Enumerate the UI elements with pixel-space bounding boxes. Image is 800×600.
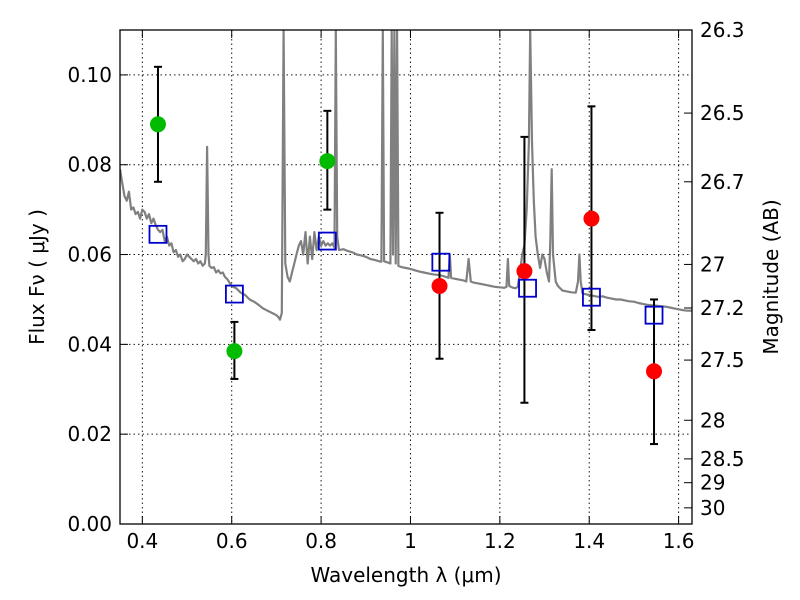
- right-tick-label: 27.5: [700, 348, 745, 372]
- data-point: [226, 343, 243, 360]
- right-tick-label: 28.5: [700, 447, 745, 471]
- y-tick-label: 0.08: [67, 153, 112, 177]
- model-point: [224, 284, 244, 304]
- spectrum-layer: [120, 30, 692, 321]
- plot-frame: [119, 29, 693, 525]
- right-tick-label: 26.5: [700, 101, 745, 125]
- model-point: [518, 278, 537, 298]
- axis-ticks: 0.4 0.6 0.8 1 1.2 1.4 1.6 0.00 0.02 0.04 0.06 0.08 0…: [67, 18, 744, 553]
- model-point: [148, 224, 168, 244]
- data-point: [149, 116, 166, 133]
- x-tick-label: 0.8: [305, 529, 337, 553]
- right-tick-label: 27.2: [700, 296, 745, 320]
- data-point: [431, 277, 448, 294]
- y-tick-label: 0.06: [67, 243, 112, 267]
- y-tick-label: 0.02: [67, 422, 112, 446]
- right-tick-label: 28: [700, 408, 725, 432]
- y-tick-label: 0.10: [67, 63, 112, 87]
- model-point: [644, 305, 664, 325]
- right-tick-label: 30: [700, 496, 725, 520]
- model-point: [582, 287, 601, 307]
- x-tick-label: 1.4: [573, 529, 605, 553]
- right-tick-label: 26.3: [700, 18, 745, 42]
- model-point: [431, 252, 451, 272]
- x-tick-label: 1.6: [663, 529, 695, 553]
- x-tick-label: 0.4: [126, 529, 158, 553]
- data-point: [583, 210, 600, 227]
- data-markers: [148, 116, 664, 380]
- y-tick-label: 0.04: [67, 332, 112, 356]
- data-point: [646, 363, 663, 380]
- plot-area-background: [120, 30, 692, 524]
- right-tick-label: 26.7: [700, 170, 745, 194]
- x-tick-label: 0.6: [216, 529, 248, 553]
- x-tick-label: 1.2: [484, 529, 516, 553]
- model-spectrum-line: [120, 30, 692, 321]
- y-tick-label: 0.00: [67, 512, 112, 536]
- x-axis-title: Wavelength λ (μm): [310, 563, 501, 587]
- y-axis-title: Flux Fν ( μJy ): [25, 209, 49, 345]
- data-point: [319, 153, 336, 170]
- right-axis-title: Magnitude (AB): [759, 199, 783, 354]
- model-point: [317, 231, 337, 251]
- x-tick-label: 1: [404, 529, 417, 553]
- right-tick-label: 29: [700, 471, 725, 495]
- data-point: [516, 263, 533, 280]
- right-tick-label: 27: [700, 252, 725, 276]
